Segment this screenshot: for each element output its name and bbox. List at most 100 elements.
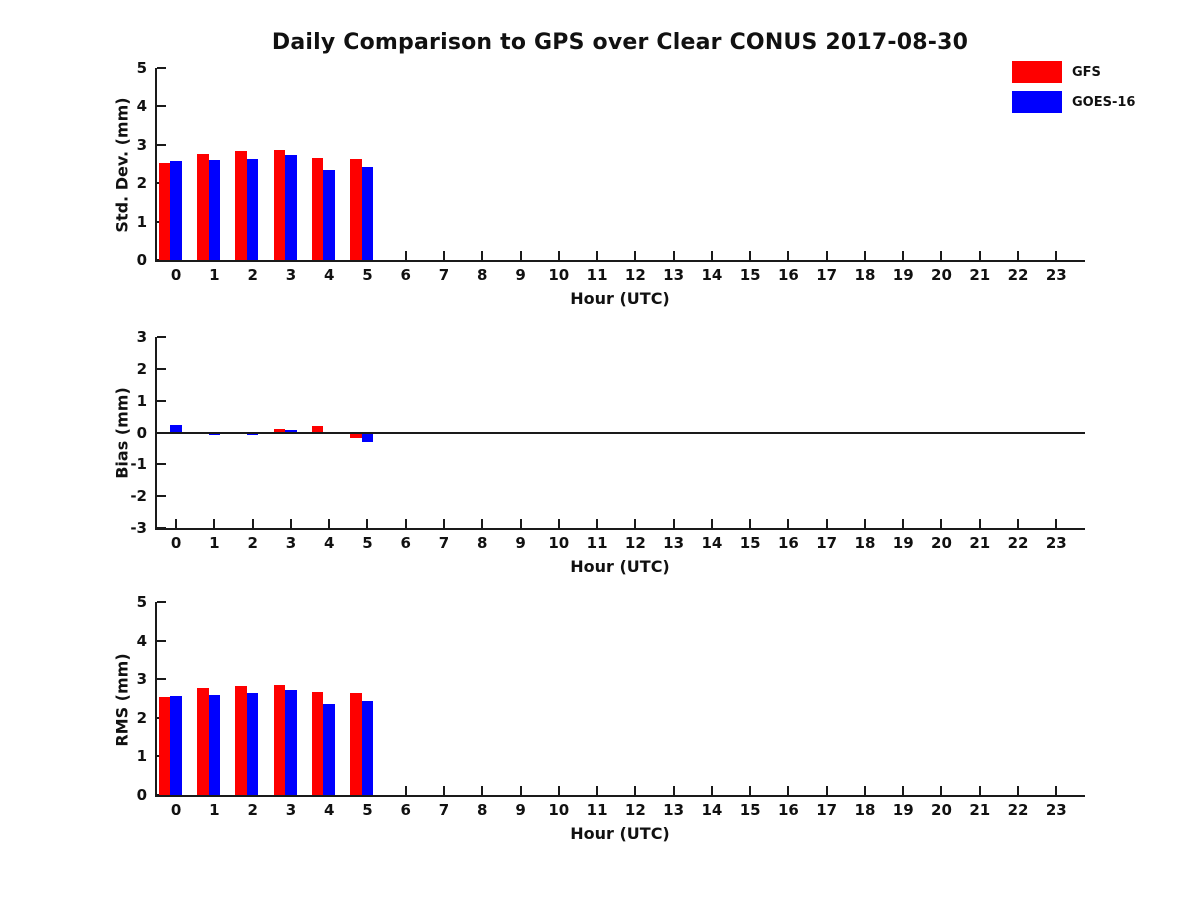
x-tick-label: 5: [362, 801, 373, 819]
x-tick: [557, 519, 560, 528]
x-tick: [1017, 251, 1020, 260]
bar-goes-16-hour-2: [246, 158, 259, 260]
y-tick: [157, 495, 166, 498]
x-tick: [596, 786, 599, 795]
bar-gfs-hour-0: [158, 697, 171, 795]
x-tick: [404, 251, 407, 260]
x-tick-label: 17: [816, 266, 838, 284]
x-tick: [557, 251, 560, 260]
y-tick-label: 0: [136, 786, 147, 804]
x-tick-label: 18: [854, 266, 876, 284]
x-tick: [710, 519, 713, 528]
y-tick-label: 0: [136, 423, 147, 442]
bar-gfs-hour-3: [273, 150, 286, 260]
bar-goes-16-hour-4: [323, 704, 335, 795]
y-tick: [157, 67, 166, 69]
x-tick: [1017, 519, 1020, 528]
x-tick-label: 18: [854, 801, 876, 819]
bar-goes-16-hour-3: [285, 689, 297, 795]
x-tick-label: 2: [247, 266, 258, 284]
bar-goes-16-hour-1: [208, 694, 221, 795]
x-tick-label: 1: [209, 534, 220, 552]
x-tick: [672, 251, 675, 260]
x-tick: [1055, 519, 1058, 528]
x-tick: [672, 786, 675, 795]
x-tick: [481, 519, 484, 528]
y-tick-label: 5: [136, 59, 147, 77]
bar-gfs-hour-4: [311, 426, 324, 433]
x-tick: [749, 786, 752, 795]
rms-plot-area: 0 1 2 3 4 5 0 1 2 3 4 5 6 7 8 9 10 11 12 13 14 15 16 17 18 19 20 21…: [137, 593, 1085, 819]
y-tick: [157, 639, 166, 642]
x-tick-label: 7: [438, 266, 450, 284]
x-tick-label: 12: [624, 801, 646, 819]
x-tick: [787, 519, 790, 528]
x-tick: [825, 251, 828, 260]
x-tick-label: 23: [1045, 266, 1067, 284]
x-tick: [902, 519, 905, 528]
x-tick: [404, 519, 407, 528]
x-tick-label: 16: [777, 801, 799, 819]
bar-goes-16-hour-1: [208, 432, 221, 436]
x-tick: [940, 251, 943, 260]
x-tick-label: 19: [892, 266, 914, 284]
bar-goes-16-hour-0: [170, 695, 182, 795]
y-tick: [157, 367, 166, 370]
x-tick: [710, 251, 713, 260]
y-tick-label: 2: [136, 174, 147, 193]
bar-gfs-hour-4: [311, 157, 324, 260]
x-tick: [978, 519, 981, 528]
x-tick: [328, 519, 331, 528]
x-tick-label: 16: [777, 266, 799, 284]
bar-gfs-hour-3: [273, 429, 286, 433]
y-tick-label: 5: [136, 593, 147, 611]
x-tick: [251, 519, 254, 528]
x-tick: [940, 786, 943, 795]
x-tick: [787, 786, 790, 795]
x-tick-label: 11: [586, 534, 608, 552]
legend-entry-goes16: GOES-16: [1012, 91, 1135, 113]
x-tick: [366, 519, 369, 528]
x-tick-label: 5: [362, 534, 373, 552]
y-tick-label: -1: [130, 455, 147, 474]
x-tick-label: 19: [892, 801, 914, 819]
x-tick: [557, 786, 560, 795]
x-tick-label: 6: [400, 266, 411, 284]
x-tick-label: 3: [285, 266, 297, 284]
x-tick: [175, 519, 178, 528]
x-tick: [596, 251, 599, 260]
bar-gfs-hour-2: [235, 686, 247, 795]
legend: GFS GOES-16: [1012, 61, 1135, 121]
x-tick-label: 19: [892, 534, 914, 552]
legend-label-gfs: GFS: [1072, 64, 1101, 80]
rms-y-axis-label: RMS (mm): [112, 653, 132, 747]
bar-gfs-hour-4: [311, 692, 324, 795]
bar-gfs-hour-0: [158, 163, 171, 260]
bar-goes-16-hour-1: [208, 160, 221, 260]
x-tick-label: 14: [701, 534, 723, 552]
y-tick: [157, 143, 166, 146]
x-tick: [902, 786, 905, 795]
x-tick-label: 6: [400, 534, 411, 552]
x-tick-label: 7: [438, 534, 450, 552]
x-tick: [404, 786, 407, 795]
bar-gfs-hour-2: [235, 151, 247, 260]
bar-goes-16-hour-2: [246, 693, 259, 795]
x-tick: [749, 251, 752, 260]
y-tick: [157, 527, 166, 529]
x-tick: [289, 519, 292, 528]
y-tick-label: -2: [130, 487, 147, 506]
bar-goes-16-hour-3: [285, 155, 297, 260]
y-tick-label: 2: [136, 708, 147, 727]
x-tick: [519, 251, 522, 260]
x-tick-label: 5: [362, 266, 373, 284]
rms-x-axis-label: Hour (UTC): [570, 824, 670, 843]
x-tick-label: 13: [663, 534, 685, 552]
x-tick: [481, 786, 484, 795]
x-tick-label: 20: [931, 534, 952, 552]
x-tick-label: 9: [515, 801, 526, 819]
x-tick-label: 22: [1007, 801, 1029, 819]
zero-line: [157, 431, 1085, 434]
x-tick-label: 21: [969, 801, 991, 819]
